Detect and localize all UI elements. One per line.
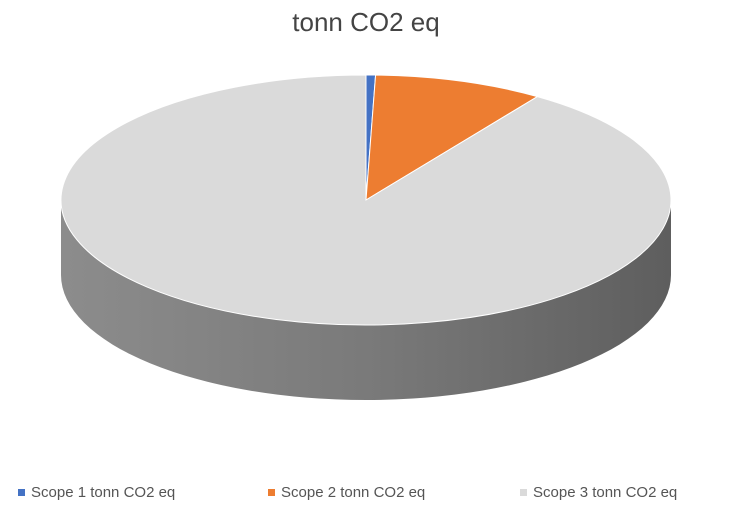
legend-label: Scope 3 tonn CO2 eq xyxy=(533,484,677,501)
pie-slice xyxy=(60,74,672,326)
pie-slice xyxy=(365,74,539,201)
legend-swatch xyxy=(520,489,527,496)
pie-side xyxy=(61,200,671,400)
legend-label: Scope 2 tonn CO2 eq xyxy=(281,484,425,501)
legend-label: Scope 1 tonn CO2 eq xyxy=(31,484,175,501)
legend-swatch xyxy=(268,489,275,496)
chart-title: tonn CO2 eq xyxy=(292,7,439,37)
legend-swatch xyxy=(18,489,25,496)
